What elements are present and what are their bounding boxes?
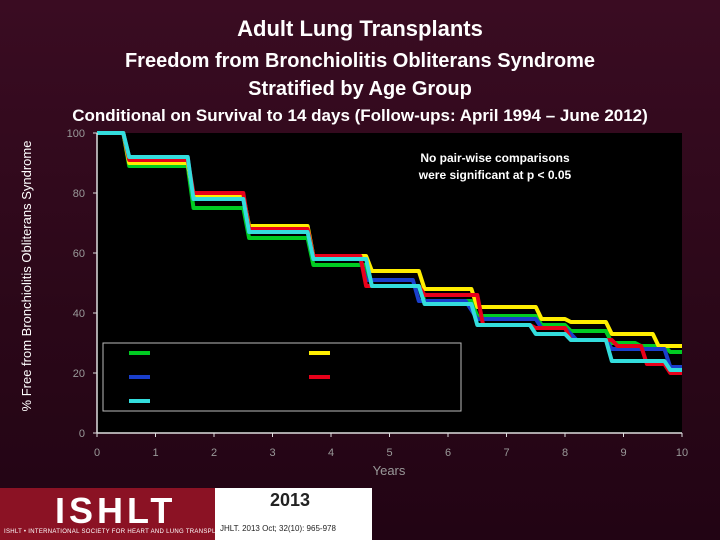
year-label: 2013 xyxy=(270,490,311,510)
subtitle-1: Freedom from Bronchiolitis Obliterans Sy… xyxy=(124,50,596,72)
citation: JHLT. 2013 Oct; 32(10): 965-978 xyxy=(220,524,336,533)
note-line-2: were significant at p < 0.05 xyxy=(418,168,572,182)
significance-note: No pair-wise comparisons were significan… xyxy=(380,150,610,184)
x-tick-label: 1 xyxy=(152,447,158,459)
x-tick-label: 8 xyxy=(562,447,568,459)
y-tick-label: 0 xyxy=(79,428,85,440)
x-tick-label: 2 xyxy=(211,447,217,459)
org-name: ISHLT • INTERNATIONAL SOCIETY FOR HEART … xyxy=(4,529,248,535)
x-tick-label: 10 xyxy=(676,447,688,459)
x-tick-label: 3 xyxy=(269,447,275,459)
x-tick-label: 9 xyxy=(620,447,626,459)
subtitle-2: Stratified by Age Group xyxy=(248,78,472,100)
subtitle-3: Conditional on Survival to 14 days (Foll… xyxy=(72,106,648,125)
ishlt-logo: ISHLT ISHLT • INTERNATIONAL SOCIETY FOR … xyxy=(0,488,372,540)
series-line-4 xyxy=(97,131,682,375)
y-tick-label: 40 xyxy=(73,308,85,320)
series-line-5 xyxy=(97,131,682,372)
page-title: Adult Lung Transplants xyxy=(237,16,483,41)
x-tick-label: 5 xyxy=(386,447,392,459)
y-tick-label: 60 xyxy=(73,248,85,260)
logo-brand-block xyxy=(0,488,215,540)
legend-box xyxy=(102,342,462,412)
plot-area xyxy=(97,133,682,433)
note-line-1: No pair-wise comparisons xyxy=(420,151,570,165)
x-tick-label: 0 xyxy=(94,447,100,459)
x-axis-label: Years xyxy=(373,463,406,478)
y-tick-label: 100 xyxy=(67,128,85,140)
y-tick-label: 80 xyxy=(73,188,85,200)
x-tick-label: 6 xyxy=(445,447,451,459)
x-tick-label: 7 xyxy=(503,447,509,459)
x-tick-label: 4 xyxy=(328,447,334,459)
y-tick-label: 20 xyxy=(73,368,85,380)
logo-text: ISHLT xyxy=(55,490,177,531)
